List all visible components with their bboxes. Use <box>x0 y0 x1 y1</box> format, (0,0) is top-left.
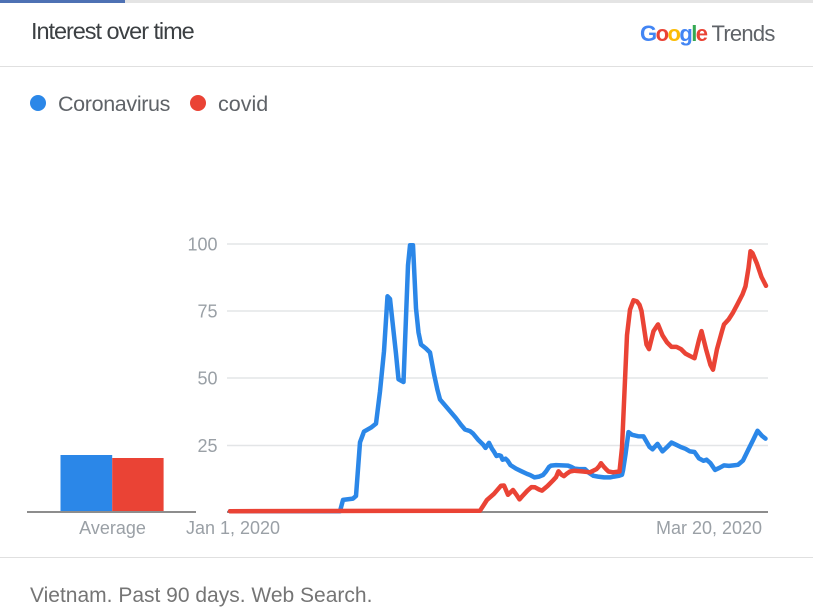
svg-text:25: 25 <box>197 436 217 456</box>
svg-text:50: 50 <box>197 369 217 389</box>
svg-text:75: 75 <box>197 302 217 322</box>
svg-text:Mar 20, 2020: Mar 20, 2020 <box>656 518 762 538</box>
svg-text:100: 100 <box>187 235 217 255</box>
svg-text:Average: Average <box>79 518 146 538</box>
svg-text:Jan 1, 2020: Jan 1, 2020 <box>186 518 280 538</box>
